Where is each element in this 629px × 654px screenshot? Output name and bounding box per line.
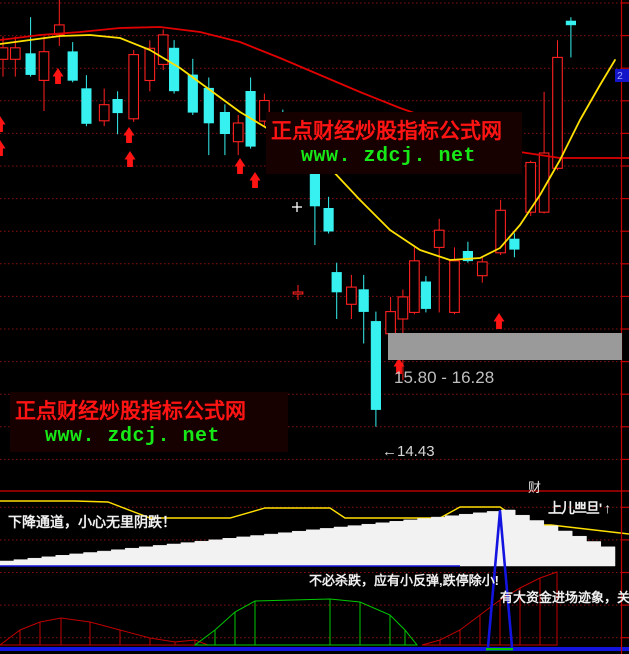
svg-text:2: 2: [617, 70, 623, 82]
svg-text:←14.43: ←14.43: [382, 443, 435, 460]
svg-text:15.80 - 16.28: 15.80 - 16.28: [394, 368, 494, 387]
